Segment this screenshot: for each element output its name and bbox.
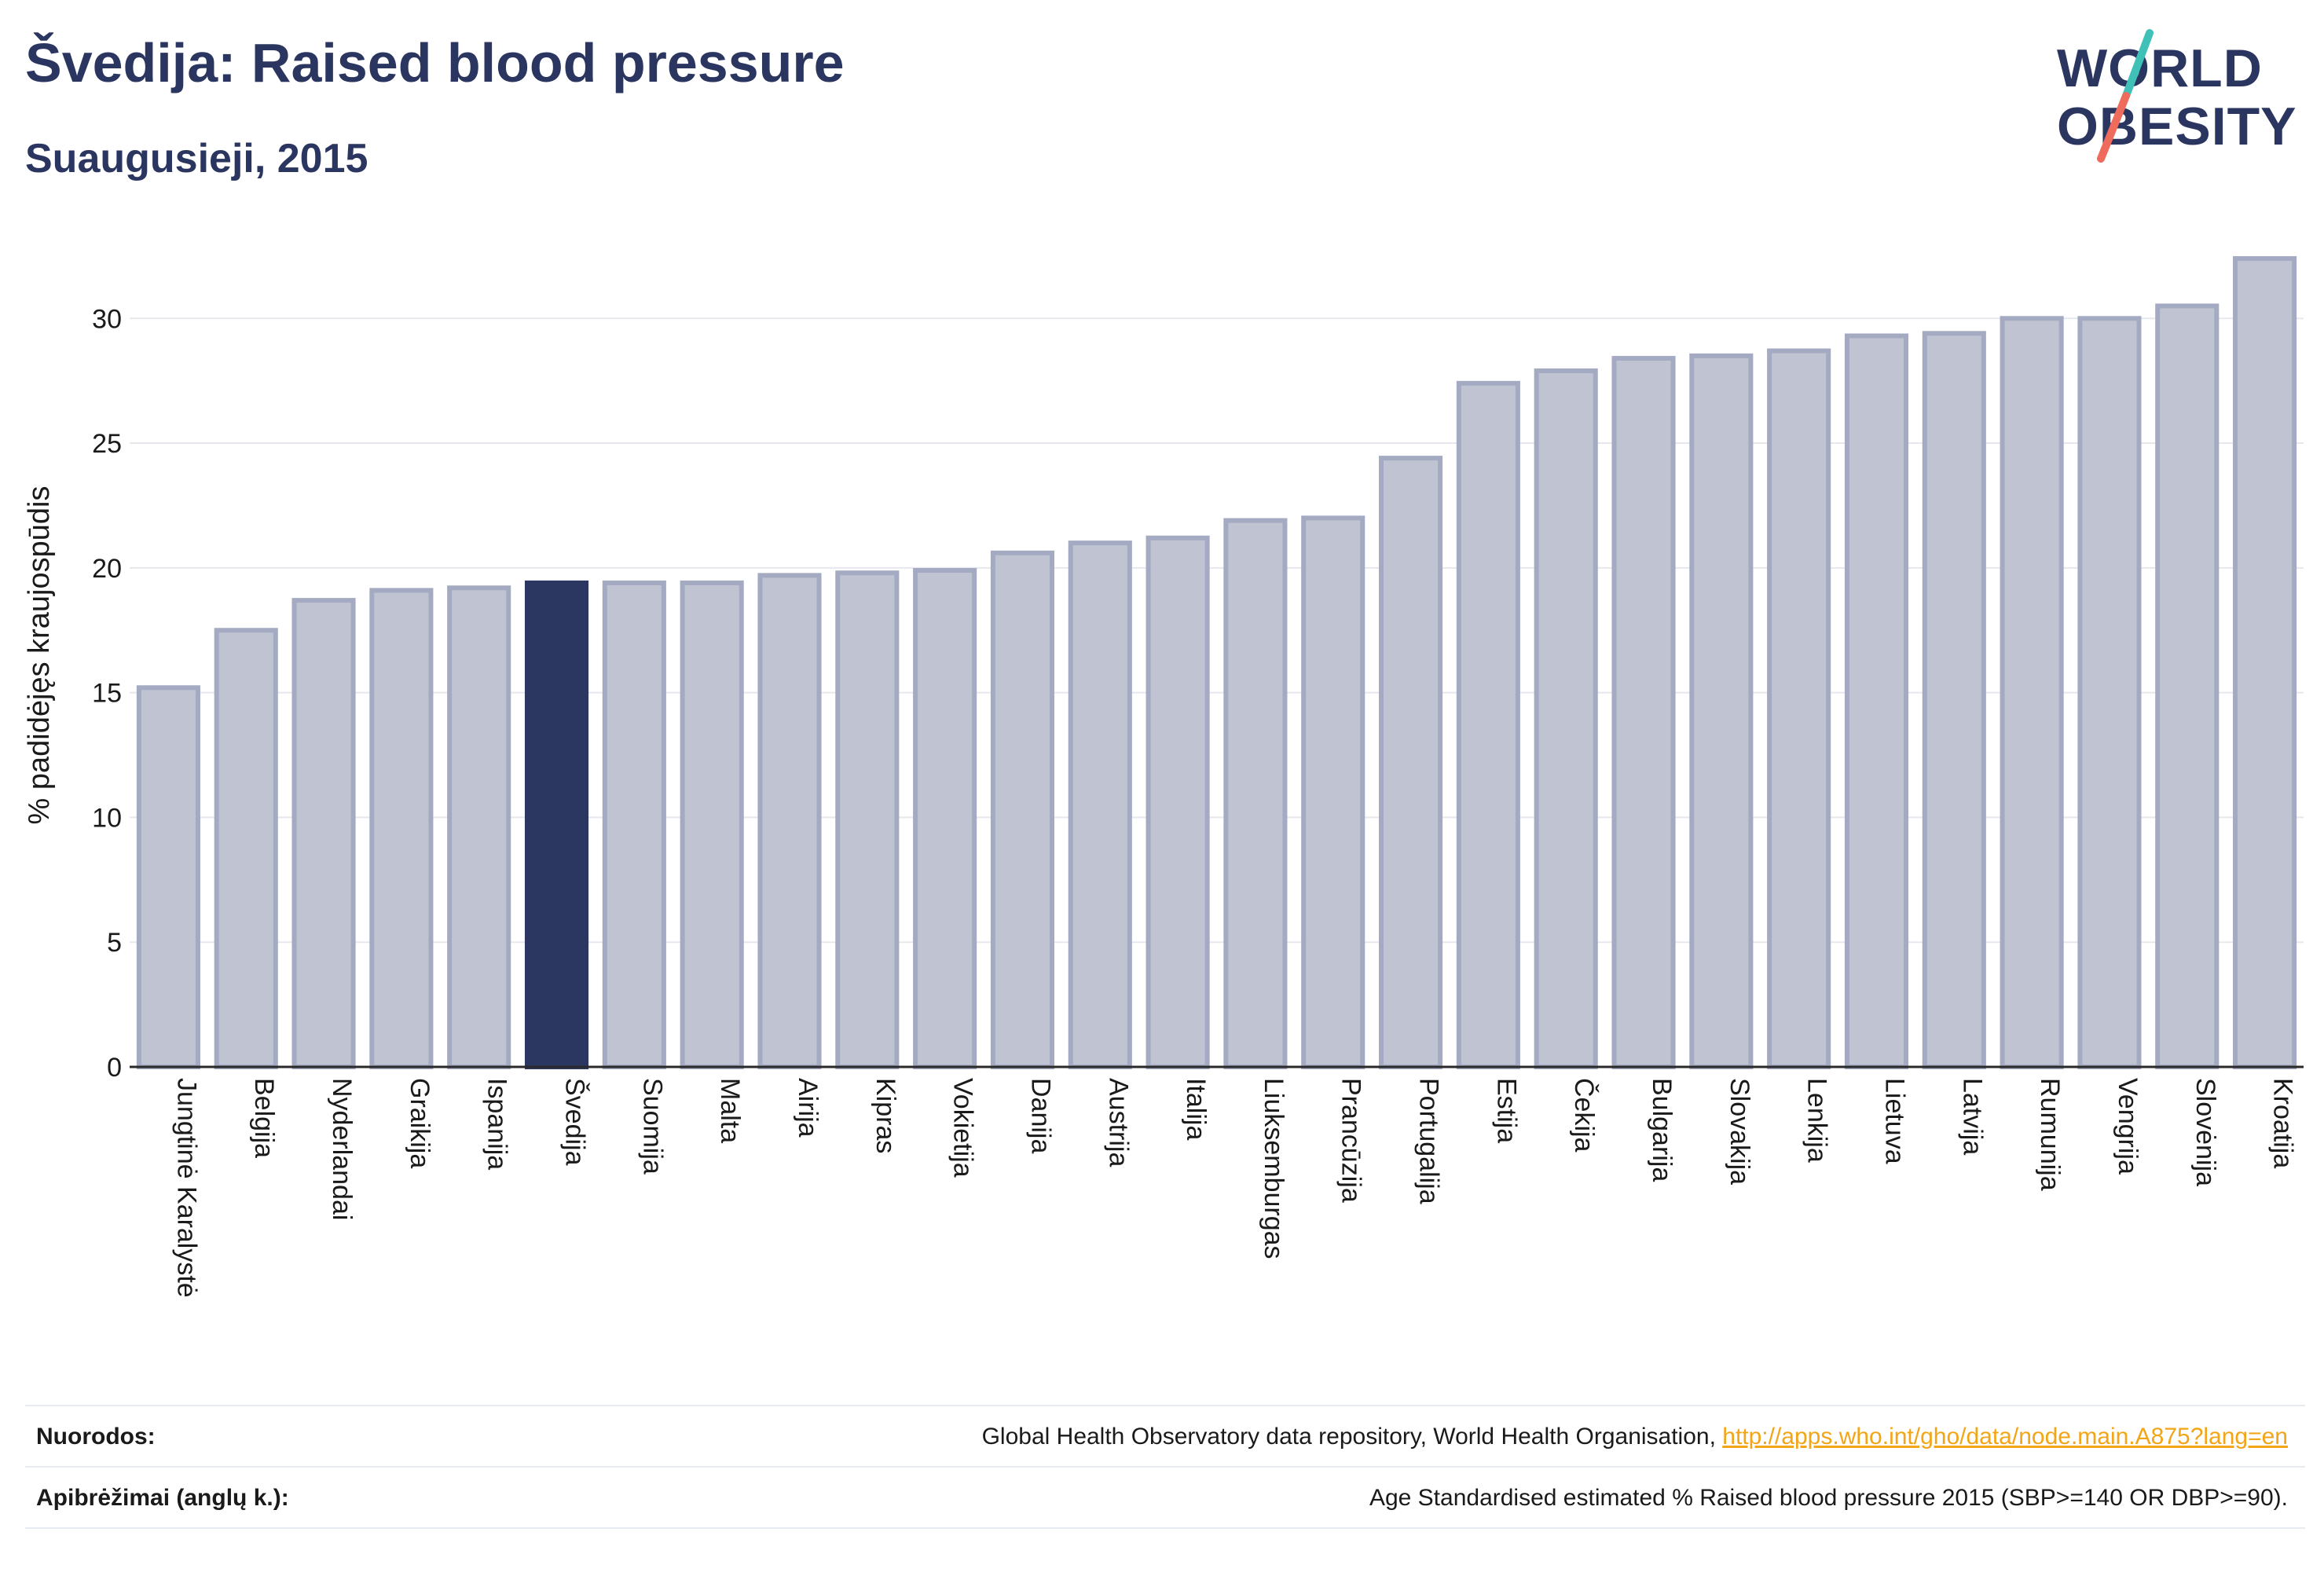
chart-title: Švedija: Raised blood pressure (25, 32, 845, 93)
y-axis-title: % padidėjęs kraujospūdis (23, 486, 56, 825)
bar-highlight (524, 580, 589, 1069)
x-tick-label: Slovėnija (2190, 1078, 2220, 1186)
footer: Nuorodos: Global Health Observatory data… (25, 1405, 2305, 1530)
definitions-value: Age Standardised estimated % Raised bloo… (1369, 1485, 2288, 1511)
definitions-label: Apibrėžimai (anglų k.): (36, 1485, 289, 1511)
bars (136, 256, 2297, 1070)
sources-text: Global Health Observatory data repositor… (981, 1424, 1723, 1450)
y-tick-label: 30 (92, 304, 122, 334)
bar (1301, 515, 1365, 1070)
bar (1456, 380, 1520, 1070)
logo-text-world: WORLD (2057, 38, 2263, 98)
y-tick-label: 10 (92, 803, 122, 833)
x-tick-label: Slovakija (1725, 1078, 1754, 1185)
bar (990, 550, 1054, 1069)
x-tick-label: Nyderlandai (327, 1078, 357, 1220)
x-tick-label: Rumunija (2035, 1078, 2065, 1191)
bar (1223, 518, 1288, 1069)
bar (913, 568, 977, 1069)
y-tick-label: 20 (92, 554, 122, 584)
y-axis-ticks: 0 5 10 15 20 25 30 (92, 304, 122, 1083)
x-tick-label: Lenkija (1802, 1078, 1832, 1163)
x-tick-label: Kipras (871, 1078, 900, 1153)
x-tick-label: Graikija (405, 1078, 434, 1168)
y-tick-label: 5 (107, 928, 122, 958)
bar (835, 570, 900, 1069)
logo-slash-icon (2097, 29, 2154, 163)
bar (447, 585, 511, 1070)
definitions-row: Apibrėžimai (anglų k.): Age Standardised… (25, 1466, 2305, 1529)
x-tick-label: Lietuva (1879, 1078, 1909, 1164)
sources-row: Nuorodos: Global Health Observatory data… (25, 1405, 2305, 1468)
bar (1767, 348, 1831, 1070)
x-tick-label: Čekija (1569, 1078, 1599, 1153)
x-tick-label: Vokietija (948, 1078, 978, 1178)
bar (136, 685, 200, 1069)
bar (1922, 331, 1986, 1069)
x-tick-label: Malta (715, 1078, 745, 1143)
bar (369, 588, 434, 1069)
bar (2077, 316, 2142, 1070)
world-obesity-logo: WORLD OBESITY (2043, 24, 2302, 173)
bar (1611, 356, 1676, 1070)
footer-divider (25, 1527, 2305, 1529)
y-tick-label: 0 (107, 1053, 122, 1083)
x-tick-label: Danija (1025, 1078, 1055, 1153)
x-tick-label: Latvija (1957, 1078, 1987, 1155)
bar (291, 598, 356, 1069)
bar (602, 580, 666, 1069)
bar (757, 573, 822, 1070)
bar (214, 628, 278, 1069)
bar (2000, 316, 2064, 1070)
bar (1844, 333, 1909, 1069)
bar (1068, 541, 1132, 1070)
y-tick-label: 15 (92, 679, 122, 709)
x-tick-label: Ispanija (482, 1078, 512, 1170)
x-tick-label: Suomija (637, 1078, 667, 1175)
x-tick-label: Prancūzija (1336, 1078, 1366, 1203)
x-axis-labels: Jungtinė Karalystė Belgija Nyderlandai Grai… (171, 1078, 2297, 1298)
bar (1534, 368, 1598, 1070)
x-tick-label: Belgija (249, 1078, 279, 1158)
bar (1146, 535, 1210, 1069)
chart-subtitle: Suaugusieji, 2015 (25, 136, 368, 181)
bar (1689, 353, 1754, 1069)
x-tick-label: Bulgarija (1647, 1078, 1677, 1182)
bar (680, 580, 744, 1069)
bar-chart: 0 5 10 15 20 25 30 Jungtinė Karalystė Belgija Ny… (23, 256, 2304, 1298)
logo-text-obesity: OBESITY (2057, 97, 2297, 156)
x-tick-label: Kroatija (2268, 1078, 2298, 1168)
x-tick-label: Liuksemburgas (1259, 1078, 1288, 1259)
x-tick-label: Švedija (560, 1078, 590, 1166)
bar (2233, 256, 2297, 1069)
x-tick-label: Jungtinė Karalystė (171, 1078, 201, 1298)
sources-link[interactable]: http://apps.who.int/gho/data/node.main.A… (1722, 1424, 2288, 1450)
sources-value: Global Health Observatory data repositor… (982, 1424, 2288, 1450)
x-tick-label: Italija (1181, 1078, 1211, 1140)
x-tick-label: Estija (1491, 1078, 1521, 1143)
bar (1379, 456, 1443, 1069)
x-tick-label: Portugalija (1414, 1078, 1444, 1204)
x-tick-label: Vengrija (2113, 1078, 2143, 1175)
y-tick-label: 25 (92, 429, 122, 459)
x-tick-label: Austrija (1103, 1078, 1133, 1167)
x-tick-label: Airija (793, 1078, 823, 1138)
bar (2155, 303, 2220, 1070)
sources-label: Nuorodos: (36, 1424, 156, 1450)
